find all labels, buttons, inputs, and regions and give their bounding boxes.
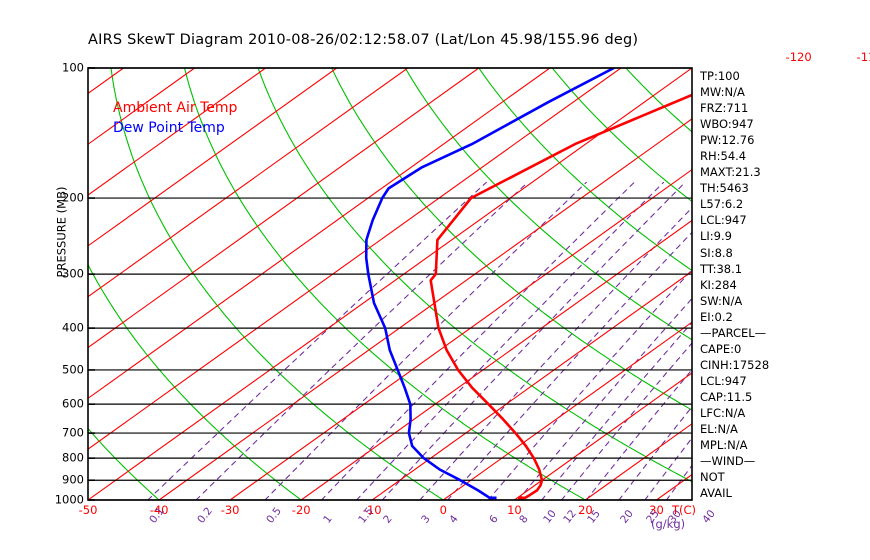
parameter-wind: —WIND— — [700, 454, 756, 469]
legend-ambient-air-temp: Ambient Air Temp — [113, 100, 238, 116]
parameter-l5762: L57:6.2 — [700, 197, 744, 212]
top-axis-tick-1: -110 — [856, 50, 870, 64]
mixing-ratio-axis-label: (g/kg) — [651, 517, 686, 531]
pressure-tick-600: 600 — [62, 396, 84, 411]
parameter-ei02: EI:0.2 — [700, 309, 733, 324]
parameter-si88: SI:8.8 — [700, 245, 733, 260]
parameter-parcel: —PARCEL— — [700, 325, 767, 340]
parameter-cape0: CAPE:0 — [700, 341, 742, 356]
parameter-rh544: RH:54.4 — [700, 149, 747, 164]
bottom-axis-tick-5: 0 — [439, 503, 447, 517]
parameter-cinh17528: CINH:17528 — [700, 357, 770, 372]
parameter-ki284: KI:284 — [700, 277, 737, 292]
parameter-tt381: TT:38.1 — [700, 261, 743, 276]
bottom-axis-tick-7: 20 — [578, 503, 593, 517]
parameter-elna: EL:N/A — [700, 422, 738, 437]
legend-dew-point-temp: Dew Point Temp — [113, 120, 225, 136]
parameter-th5463: TH:5463 — [700, 181, 749, 196]
parameter-wbo947: WBO:947 — [700, 117, 754, 132]
top-axis-tick-0: -120 — [785, 50, 812, 64]
pressure-tick-200: 200 — [62, 190, 84, 205]
page-title: AIRS SkewT Diagram 2010-08-26/02:12:58.0… — [88, 32, 639, 48]
pressure-axis-label: PRESSURE (MB) — [54, 186, 69, 278]
bottom-axis-tick-3: -20 — [291, 503, 311, 517]
parameter-swna: SW:N/A — [700, 293, 743, 308]
parameter-li99: LI:9.9 — [700, 229, 732, 244]
parameter-pw1276: PW:12.76 — [700, 133, 755, 148]
parameter-cap115: CAP:11.5 — [700, 389, 753, 404]
parameter-lcl947: LCL:947 — [700, 373, 747, 388]
pressure-tick-800: 800 — [62, 450, 84, 465]
bottom-axis-tick-1: -40 — [149, 503, 169, 517]
bottom-axis-tick-6: 10 — [507, 503, 522, 517]
pressure-tick-100: 100 — [62, 60, 84, 75]
parameter-not: NOT — [700, 470, 725, 485]
parameter-tp100: TP:100 — [700, 69, 740, 83]
bottom-axis-tick-2: -30 — [220, 503, 240, 517]
parameter-frz711: FRZ:711 — [700, 101, 749, 116]
parameter-maxt213: MAXT:21.3 — [700, 165, 761, 180]
parameter-avail: AVAIL — [700, 486, 732, 501]
pressure-tick-400: 400 — [62, 320, 84, 335]
bottom-axis-tick-4: -10 — [362, 503, 382, 517]
pressure-tick-1000: 1000 — [54, 492, 84, 507]
pressure-tick-300: 300 — [62, 266, 84, 281]
pressure-tick-900: 900 — [62, 472, 84, 487]
bottom-axis-tick-0: -50 — [78, 503, 98, 517]
bottom-axis-tick-8: 30 — [649, 503, 664, 517]
parameter-mplna: MPL:N/A — [700, 438, 748, 453]
parameter-list: TP:100 MW:N/A FRZ:711 WBO:947 PW:12.76 RH:54.… — [700, 68, 868, 501]
pressure-tick-700: 700 — [62, 425, 84, 440]
parameter-mwna: MW:N/A — [700, 85, 745, 100]
temperature-axis-label: T(C) — [672, 503, 697, 517]
parameter-lcl947: LCL:947 — [700, 213, 747, 228]
pressure-tick-500: 500 — [62, 362, 84, 377]
parameter-lfcna: LFC:N/A — [700, 405, 746, 420]
